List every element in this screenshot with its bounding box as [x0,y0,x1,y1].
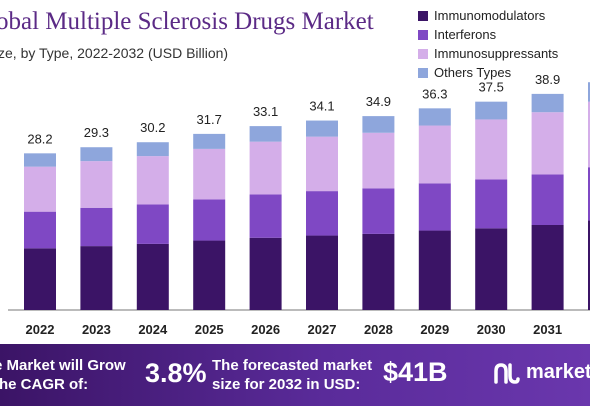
x-tick-label: 2030 [477,322,506,337]
bar-segment-others-types-2030 [475,101,508,120]
legend-label-others-types: Others Types [434,65,512,80]
bar-total-label: 28.2 [27,131,52,146]
legend-swatch-immunomodulators [418,10,428,21]
brand-logo: market [494,361,590,384]
forecast-statement: The forecasted market size for 2032 in U… [212,356,372,394]
bar-segment-immunomodulators-2022 [24,248,56,310]
chart-legend: Immunomodulators Interferons Immunosuppr… [418,6,558,82]
brand-logo-icon [494,362,520,384]
legend-swatch-others-types [418,67,428,78]
bar-segment-interferons-2026 [249,194,282,238]
bar-segment-others-types-2025 [193,133,226,149]
bar-total-label: 29.3 [84,125,109,140]
bar-segment-immunomodulators-2026 [249,237,282,310]
bar-segment-immunosuppressants-2027 [306,136,338,192]
bar-segment-immunomodulators-2031 [531,225,564,310]
bar-segment-interferons-2029 [418,183,451,231]
bar-segment-immunomodulators-2032 [588,220,590,310]
bar-segment-immunomodulators-2028 [362,233,395,310]
bar-segment-immunosuppressants-2024 [136,156,169,205]
summary-banner: e Market will Grow the CAGR of: 3.8% The… [0,344,590,406]
bar-segment-others-types-2023 [80,147,113,162]
stacked-bar-chart: 28.2 2022 29.3 2023 30.2 2024 31.7 2025 33.1 2026… [8,72,590,337]
bar-segment-others-types-2026 [249,126,282,142]
x-tick-label: 2027 [308,322,337,337]
bar-segment-immunomodulators-2025 [193,240,226,310]
bar-segment-interferons-2030 [475,179,508,229]
bar-segment-interferons-2031 [531,174,564,225]
bar-segment-others-types-2031 [531,93,564,113]
x-tick-label: 2025 [195,322,224,337]
bar-segment-immunosuppressants-2026 [249,141,282,195]
brand-logo-text: market [526,361,590,383]
x-tick-label: 2029 [420,322,449,337]
legend-label-interferons: Interferons [434,27,497,42]
bar-segment-immunosuppressants-2029 [418,125,451,184]
forecast-value: $41B [383,357,448,387]
legend-label-immunosuppressants: Immunosuppressants [434,46,559,61]
bar-segment-immunomodulators-2027 [306,235,338,310]
bar-total-label: 30.2 [140,120,165,135]
bar-segment-immunosuppressants-2031 [531,112,564,175]
bar-total-label: 34.1 [309,99,334,114]
bar-segment-immunomodulators-2024 [136,243,169,310]
chart-title: obal Multiple Sclerosis Drugs Market [0,8,374,35]
bar-segment-immunosuppressants-2022 [24,166,56,212]
legend-item-immunomodulators: Immunomodulators [418,6,558,25]
bar-segment-immunomodulators-2023 [80,246,113,310]
bar-total-label: 37.5 [479,80,504,95]
bar-total-label: 31.7 [197,112,222,127]
bar-segment-others-types-2024 [136,142,169,157]
bar-segment-immunomodulators-2030 [475,228,508,310]
bar-segment-immunomodulators-2029 [418,230,451,310]
x-tick-label: 2026 [251,322,280,337]
bar-total-label: 33.1 [253,104,278,119]
x-tick-label: 2028 [364,322,393,337]
legend-label-immunomodulators: Immunomodulators [434,8,546,23]
x-tick-label: 2024 [138,322,168,337]
growth-statement-line1: e Market will Grow [0,357,126,374]
bar-total-label: 38.9 [535,72,560,87]
bar-segment-immunosuppressants-2030 [475,119,508,180]
bar-segment-others-types-2032 [588,82,590,102]
growth-statement: e Market will Grow the CAGR of: [0,356,126,394]
bar-total-label: 36.3 [422,86,447,101]
x-tick-label: 2031 [533,322,562,337]
legend-swatch-immunosuppressants [418,48,428,59]
bar-segment-interferons-2022 [24,211,56,249]
x-tick-label: 2023 [82,322,111,337]
chart-subtitle: ze, by Type, 2022-2032 (USD Billion) [0,45,229,61]
bar-segment-others-types-2028 [362,116,395,133]
growth-statement-line2: the CAGR of: [0,376,89,393]
legend-item-interferons: Interferons [418,25,558,44]
bar-segment-others-types-2027 [306,120,338,137]
legend-swatch-interferons [418,29,428,40]
legend-item-immunosuppressants: Immunosuppressants [418,44,558,63]
bar-segment-interferons-2024 [136,204,169,244]
bar-total-label: 34.9 [366,94,391,109]
bar-segment-interferons-2025 [193,199,226,241]
bar-segment-interferons-2028 [362,188,395,234]
bar-segment-others-types-2029 [418,108,451,126]
bar-segment-others-types-2022 [24,153,56,167]
bar-segment-immunosuppressants-2023 [80,161,113,208]
bar-segment-interferons-2023 [80,207,113,247]
forecast-statement-line1: The forecasted market [212,357,373,374]
cagr-value: 3.8% [145,358,207,388]
forecast-statement-line2: size for 2032 in USD: [212,376,361,393]
bar-segment-immunosuppressants-2032 [588,101,590,168]
bar-segment-immunosuppressants-2025 [193,148,226,200]
bar-segment-interferons-2032 [588,167,590,221]
legend-item-others-types: Others Types [418,63,558,82]
x-tick-label: 2022 [26,322,55,337]
bar-segment-interferons-2027 [306,191,338,236]
bar-segment-immunosuppressants-2028 [362,132,395,189]
